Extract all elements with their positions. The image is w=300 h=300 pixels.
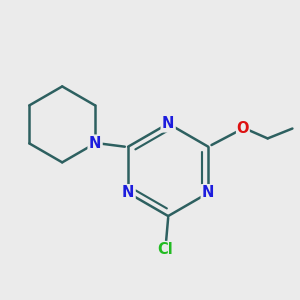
Text: N: N <box>202 185 214 200</box>
Text: Cl: Cl <box>157 242 173 256</box>
Text: N: N <box>162 116 174 131</box>
Text: N: N <box>89 136 101 151</box>
Text: N: N <box>122 185 134 200</box>
Text: O: O <box>237 121 249 136</box>
